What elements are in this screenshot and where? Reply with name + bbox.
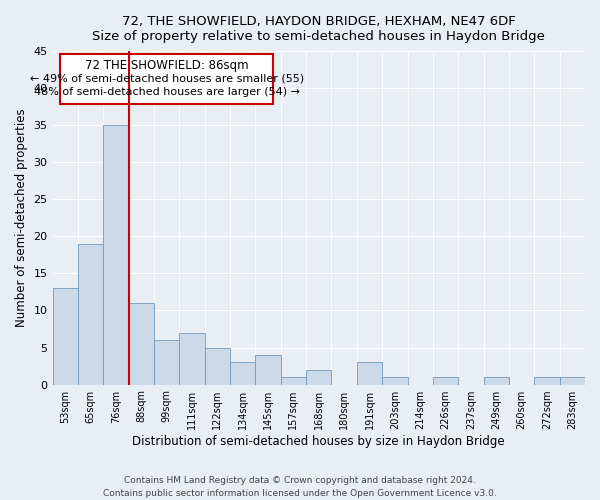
Bar [128,303,154,384]
Text: 48% of semi-detached houses are larger (54) →: 48% of semi-detached houses are larger (… [34,88,299,98]
Bar [484,377,509,384]
Y-axis label: Number of semi-detached properties: Number of semi-detached properties [15,108,28,327]
Bar [357,362,382,384]
Text: 72 THE SHOWFIELD: 86sqm: 72 THE SHOWFIELD: 86sqm [85,60,248,72]
Bar [382,377,407,384]
Bar [281,377,306,384]
Bar [205,348,230,385]
Bar [103,125,128,384]
Bar [179,332,205,384]
Bar [560,377,585,384]
Bar [534,377,560,384]
Title: 72, THE SHOWFIELD, HAYDON BRIDGE, HEXHAM, NE47 6DF
Size of property relative to : 72, THE SHOWFIELD, HAYDON BRIDGE, HEXHAM… [92,15,545,43]
FancyBboxPatch shape [60,54,273,104]
X-axis label: Distribution of semi-detached houses by size in Haydon Bridge: Distribution of semi-detached houses by … [133,434,505,448]
Bar [230,362,256,384]
Text: ← 49% of semi-detached houses are smaller (55): ← 49% of semi-detached houses are smalle… [29,74,304,84]
Bar [78,244,103,384]
Bar [306,370,331,384]
Bar [154,340,179,384]
Bar [433,377,458,384]
Bar [256,355,281,384]
Bar [53,288,78,384]
Text: Contains HM Land Registry data © Crown copyright and database right 2024.
Contai: Contains HM Land Registry data © Crown c… [103,476,497,498]
